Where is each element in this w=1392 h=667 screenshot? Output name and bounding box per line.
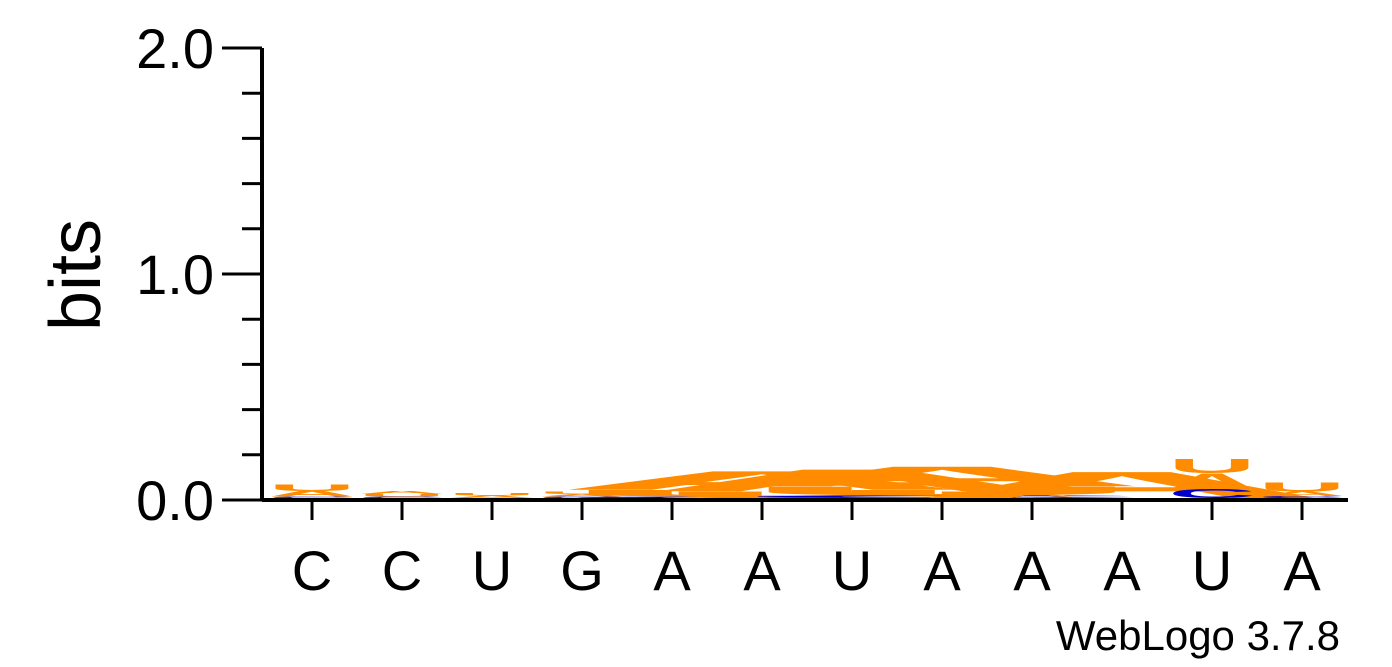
logo-letter-A: A	[988, 492, 1076, 497]
logo-letter-A: A	[538, 493, 626, 497]
logo-letter-U: U	[1258, 480, 1346, 494]
x-tick-label: C	[292, 539, 332, 602]
axes	[260, 48, 1348, 502]
logo-letter-U: U	[644, 489, 1060, 500]
logo-letter-A: A	[448, 495, 536, 499]
logo-letter-U: U	[554, 488, 970, 499]
logo-letter-C: C	[538, 496, 626, 498]
x-tick-label: U	[472, 539, 512, 602]
y-tick-label: 1.0	[136, 243, 214, 306]
logo-letter-C: C	[988, 496, 1076, 498]
x-tick-label: C	[382, 539, 422, 602]
logo-letter-A: A	[268, 489, 356, 498]
logo-letter-C: C	[554, 496, 970, 498]
logo-letter-A: A	[1258, 491, 1346, 498]
x-tick-label: A	[1013, 539, 1051, 602]
x-tick-label: G	[560, 539, 604, 602]
logo-letter-A: A	[554, 466, 970, 496]
x-tick-label: A	[653, 539, 691, 602]
logo-letter-C: C	[1258, 496, 1346, 499]
logo-letter-A: A	[358, 490, 446, 495]
weblogo-credit: WebLogo 3.7.8	[1056, 612, 1340, 659]
logo-letter-U: U	[268, 482, 356, 493]
x-tick-label: A	[1283, 539, 1321, 602]
y-axis-label: bits	[36, 219, 116, 331]
logo-letter-U: U	[358, 494, 446, 498]
logo-letter-C: C	[358, 496, 446, 498]
x-tick-label: A	[923, 539, 961, 602]
logo-letter-A: A	[1168, 469, 1256, 493]
logo-letter-U: U	[1168, 455, 1256, 478]
logo-letter-C: C	[1168, 487, 1256, 501]
x-tick-label: A	[1103, 539, 1141, 602]
y-tick-label: 0.0	[136, 469, 214, 532]
y-ticks: 0.0 1.0 2.0	[136, 17, 262, 532]
y-tick-label: 2.0	[136, 17, 214, 80]
logo-letter-U: U	[734, 484, 1150, 498]
logo-letter-C: C	[734, 495, 1150, 499]
x-tick-label: U	[1192, 539, 1232, 602]
logo-letter-A: A	[644, 463, 1060, 498]
x-tick-label: U	[832, 539, 872, 602]
x-tick-label: A	[743, 539, 781, 602]
logo-letter-A: A	[734, 461, 1150, 493]
logo-letter-U: U	[448, 492, 536, 496]
logo-letter-U: U	[538, 490, 626, 494]
logo-letter-U: U	[988, 490, 1076, 494]
logo-letter-C: C	[268, 496, 356, 498]
